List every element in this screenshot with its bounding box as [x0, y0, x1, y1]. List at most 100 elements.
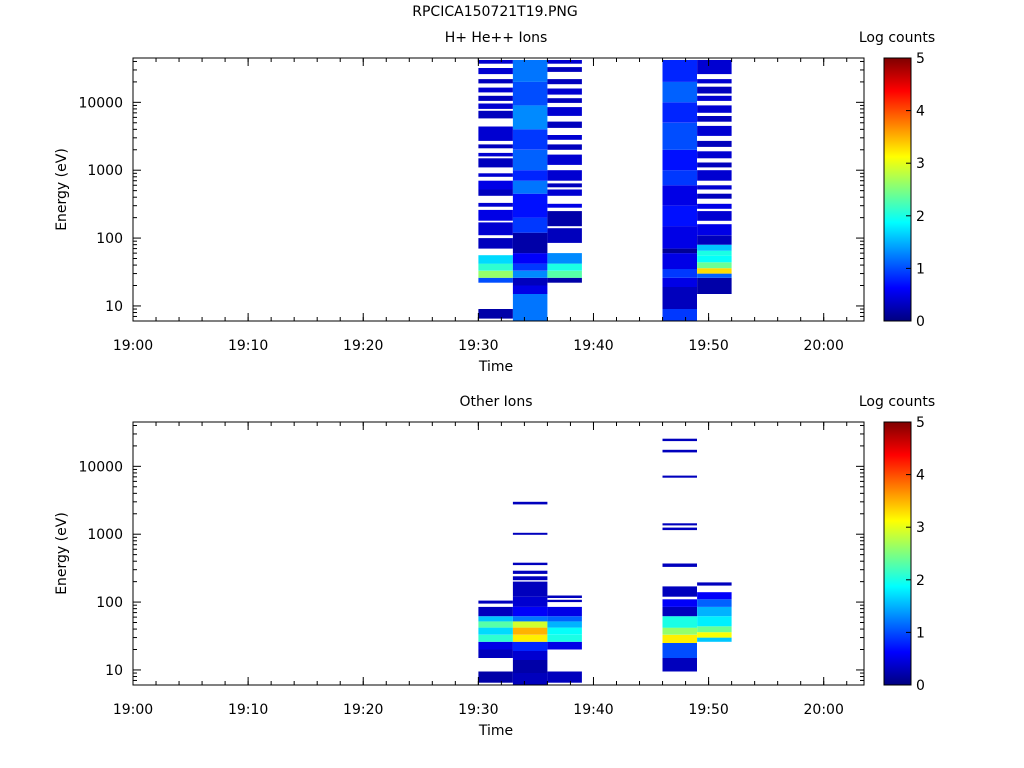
data-cell	[512, 232, 548, 254]
data-cell	[478, 152, 513, 157]
data-cell	[512, 562, 548, 566]
x-tick-label: 19:30	[458, 702, 498, 718]
data-cell	[512, 616, 548, 622]
data-cell	[697, 637, 732, 642]
data-cell	[697, 255, 732, 263]
data-cell	[512, 270, 548, 278]
data-cell	[478, 103, 513, 109]
x-tick-label: 19:40	[573, 338, 613, 354]
data-columns	[478, 60, 732, 321]
x-tick-label: 19:50	[688, 702, 728, 718]
data-cell	[662, 599, 697, 607]
data-cell	[547, 641, 582, 650]
data-cell	[512, 621, 548, 628]
data-cell	[697, 86, 732, 94]
data-cell	[662, 527, 697, 531]
data-cell	[662, 475, 697, 478]
data-cell	[478, 209, 513, 221]
data-cell	[512, 581, 548, 597]
data-cell	[547, 228, 582, 243]
data-cell	[512, 105, 548, 130]
data-cell	[478, 627, 513, 635]
data-cell	[478, 60, 513, 64]
data-cell	[662, 205, 697, 227]
data-cell	[662, 81, 697, 103]
x-tick-label: 19:40	[573, 702, 613, 718]
data-cell	[697, 79, 732, 84]
data-cell	[547, 79, 582, 85]
data-cell	[547, 211, 582, 227]
data-cell	[547, 170, 582, 181]
data-cell	[547, 599, 582, 603]
data-cell	[547, 595, 582, 598]
data-cell	[547, 616, 582, 622]
data-cell	[697, 185, 732, 190]
colorbar-tick-label: 4	[916, 104, 925, 120]
colorbar-tick-label: 1	[916, 625, 925, 641]
data-cell	[478, 180, 513, 190]
y-tick-label: 10000	[78, 459, 123, 475]
data-cell	[478, 95, 513, 101]
data-cell	[697, 268, 732, 274]
x-tick-label: 20:00	[804, 338, 844, 354]
data-cell	[478, 621, 513, 628]
data-cell	[697, 105, 732, 113]
data-cell	[697, 60, 732, 75]
data-cell	[478, 158, 513, 168]
data-cell	[697, 151, 732, 159]
data-cell	[512, 576, 548, 581]
data-cell	[662, 170, 697, 186]
data-cell	[478, 671, 513, 683]
data-cell	[547, 88, 582, 95]
data-cell	[512, 217, 548, 233]
data-cell	[547, 277, 582, 283]
plot-frame	[132, 421, 865, 686]
data-cell	[478, 255, 513, 264]
data-cell	[512, 149, 548, 171]
colorbar-gradient	[883, 421, 912, 686]
data-cell	[697, 592, 732, 600]
x-axis-label: Time	[478, 359, 513, 375]
x-tick-label: 19:00	[113, 338, 153, 354]
colorbar-tick-label: 2	[916, 573, 925, 589]
x-tick-label: 19:20	[343, 702, 383, 718]
colorbar-tick-label: 5	[916, 51, 925, 67]
data-cell	[547, 606, 582, 617]
data-cell	[697, 170, 732, 181]
data-cell	[547, 60, 582, 64]
y-tick-label: 100	[96, 231, 123, 247]
data-cell	[697, 273, 732, 278]
data-cell	[547, 253, 582, 264]
x-axis-label: Time	[478, 723, 513, 739]
data-cell	[478, 277, 513, 283]
data-cell	[547, 634, 582, 642]
y-axis-label: Energy (eV)	[54, 512, 70, 595]
data-cell	[662, 438, 697, 442]
data-cell	[547, 121, 582, 128]
y-axis-label: Energy (eV)	[54, 148, 70, 231]
panel-title: Other Ions	[459, 394, 532, 410]
data-cell	[662, 122, 697, 150]
x-tick-label: 19:10	[228, 702, 268, 718]
colorbar-gradient	[883, 57, 912, 322]
data-cell	[662, 586, 697, 597]
colorbar-tick-label: 0	[916, 314, 925, 330]
data-cell	[478, 309, 513, 319]
data-cell	[478, 110, 513, 119]
data-cell	[478, 87, 513, 93]
data-cell	[697, 140, 732, 147]
data-cell	[697, 599, 732, 607]
data-cell	[547, 154, 582, 165]
data-cell	[662, 642, 697, 658]
data-cell	[697, 224, 732, 236]
data-cell	[662, 269, 697, 278]
data-cell	[547, 270, 582, 278]
data-cell	[547, 135, 582, 140]
data-cell	[478, 222, 513, 236]
data-cell	[512, 501, 548, 505]
y-tick-label: 10	[105, 299, 123, 315]
data-cell	[512, 627, 548, 635]
data-cell	[512, 660, 548, 673]
data-cell	[512, 81, 548, 106]
